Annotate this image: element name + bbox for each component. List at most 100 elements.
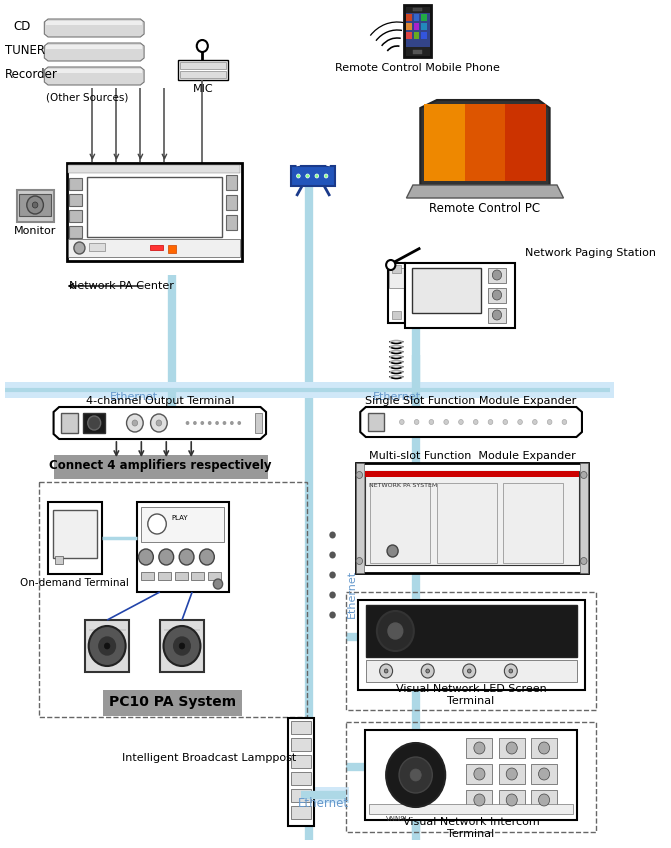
Circle shape	[377, 611, 414, 651]
Bar	[370, 804, 573, 814]
Bar	[54, 455, 268, 479]
Bar	[424, 104, 464, 181]
Circle shape	[324, 174, 328, 178]
Circle shape	[459, 420, 463, 425]
Bar	[389, 268, 404, 288]
Circle shape	[197, 40, 208, 52]
Bar	[365, 471, 579, 565]
Bar	[437, 483, 497, 563]
Bar	[69, 178, 83, 190]
Text: On-demand Terminal: On-demand Terminal	[20, 578, 130, 588]
Bar	[158, 572, 171, 580]
Circle shape	[27, 196, 44, 214]
Bar	[358, 600, 584, 690]
Circle shape	[174, 637, 191, 655]
Bar	[83, 413, 105, 433]
Circle shape	[329, 551, 336, 559]
Circle shape	[429, 420, 433, 425]
Circle shape	[474, 742, 485, 754]
Circle shape	[186, 421, 189, 425]
Circle shape	[208, 421, 211, 425]
Bar	[366, 660, 577, 682]
Circle shape	[493, 270, 502, 280]
Text: Remote Control PC: Remote Control PC	[429, 202, 541, 215]
Bar	[178, 60, 228, 80]
Bar	[346, 592, 596, 710]
Bar	[499, 764, 525, 784]
Bar	[46, 21, 142, 25]
Bar	[226, 195, 238, 210]
Circle shape	[580, 471, 587, 478]
Text: Network PA Center: Network PA Center	[69, 281, 174, 291]
Polygon shape	[291, 166, 336, 186]
Text: Ethernet: Ethernet	[298, 797, 349, 810]
Circle shape	[386, 743, 446, 807]
Bar	[48, 502, 101, 574]
Circle shape	[388, 623, 403, 639]
Bar	[89, 243, 105, 251]
Bar	[150, 245, 162, 250]
Circle shape	[164, 626, 201, 666]
Bar	[289, 718, 314, 826]
Circle shape	[201, 421, 204, 425]
Circle shape	[223, 421, 226, 425]
Text: VNNSI: VNNSI	[386, 816, 408, 822]
Circle shape	[230, 421, 234, 425]
Bar	[168, 245, 176, 253]
Bar	[405, 13, 429, 47]
Bar	[180, 62, 226, 69]
Bar	[392, 311, 401, 319]
Bar	[142, 572, 154, 580]
Bar	[424, 104, 546, 181]
Bar	[39, 482, 307, 717]
Polygon shape	[54, 407, 266, 439]
Circle shape	[562, 420, 567, 425]
Circle shape	[580, 557, 587, 565]
Bar	[66, 163, 242, 261]
Bar	[226, 175, 238, 190]
Bar	[291, 738, 311, 751]
Text: 4-channel Output Terminal: 4-channel Output Terminal	[86, 396, 234, 406]
Circle shape	[539, 794, 550, 806]
Bar	[392, 265, 401, 273]
Polygon shape	[360, 407, 582, 437]
Bar	[356, 463, 364, 573]
Bar	[226, 215, 238, 230]
Circle shape	[138, 549, 154, 565]
Bar	[137, 502, 229, 592]
Circle shape	[132, 420, 138, 426]
Circle shape	[105, 643, 110, 649]
Circle shape	[506, 768, 517, 780]
Circle shape	[315, 174, 319, 178]
Bar	[388, 263, 405, 323]
Circle shape	[474, 420, 478, 425]
Bar	[414, 32, 419, 39]
Bar	[413, 50, 422, 54]
Circle shape	[32, 202, 38, 208]
Circle shape	[199, 549, 214, 565]
Circle shape	[297, 174, 300, 178]
Bar	[19, 194, 51, 216]
Bar	[503, 483, 564, 563]
Circle shape	[488, 420, 493, 425]
Bar	[52, 510, 97, 558]
Bar	[291, 721, 311, 734]
Circle shape	[387, 545, 398, 557]
Circle shape	[474, 794, 485, 806]
Bar	[499, 790, 525, 810]
Text: TUNER: TUNER	[5, 44, 44, 57]
Bar	[421, 32, 427, 39]
Bar	[405, 263, 515, 328]
Polygon shape	[44, 19, 144, 37]
Text: Intelligent Broadcast Lamppost: Intelligent Broadcast Lamppost	[122, 753, 296, 763]
Bar	[580, 463, 588, 573]
Circle shape	[156, 420, 162, 426]
Bar	[531, 764, 557, 784]
Bar	[413, 8, 422, 11]
Circle shape	[506, 742, 517, 754]
Circle shape	[506, 794, 517, 806]
Bar	[356, 463, 588, 573]
Circle shape	[468, 669, 471, 673]
Bar	[191, 572, 204, 580]
Circle shape	[99, 637, 115, 655]
